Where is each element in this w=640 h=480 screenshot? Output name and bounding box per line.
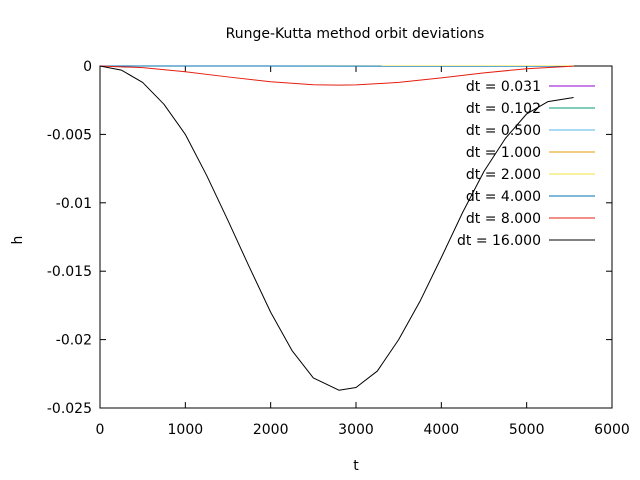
x-axis: 0 1000 2000 3000 4000 5000 6000 xyxy=(96,66,630,438)
y-axis: 0 -0.005 -0.01 -0.015 -0.02 -0.025 xyxy=(47,59,612,417)
legend: dt = 0.031 dt = 0.102 dt = 0.500 dt = 1.000… xyxy=(457,79,595,249)
series-line xyxy=(99,65,574,391)
series-lines xyxy=(99,65,574,391)
chart-title: Runge-Kutta method orbit deviations xyxy=(226,26,485,42)
y-tick-label: -0.01 xyxy=(56,196,92,212)
x-tick-label: 2000 xyxy=(253,422,289,438)
x-tick-label: 6000 xyxy=(594,422,630,438)
series-line xyxy=(99,65,574,86)
y-tick-label: -0.015 xyxy=(47,264,92,280)
legend-label: dt = 0.500 xyxy=(466,123,541,139)
x-tick-label: 3000 xyxy=(338,422,374,438)
legend-label: dt = 2.000 xyxy=(466,167,541,183)
x-axis-label: t xyxy=(353,458,359,474)
y-tick-label: -0.025 xyxy=(47,401,92,417)
y-tick-label: -0.005 xyxy=(47,127,92,143)
legend-label: dt = 1.000 xyxy=(466,145,541,161)
y-axis-label: h xyxy=(10,236,26,245)
x-tick-label: 4000 xyxy=(424,422,460,438)
x-tick-label: 0 xyxy=(96,422,105,438)
y-tick-label: -0.02 xyxy=(56,333,92,349)
legend-label: dt = 16.000 xyxy=(457,233,541,249)
x-tick-label: 1000 xyxy=(168,422,204,438)
x-tick-label: 5000 xyxy=(509,422,545,438)
y-tick-label: 0 xyxy=(83,59,92,75)
legend-label: dt = 4.000 xyxy=(466,189,541,205)
legend-label: dt = 8.000 xyxy=(466,211,541,227)
legend-label: dt = 0.102 xyxy=(466,101,541,117)
legend-label: dt = 0.031 xyxy=(466,79,541,95)
